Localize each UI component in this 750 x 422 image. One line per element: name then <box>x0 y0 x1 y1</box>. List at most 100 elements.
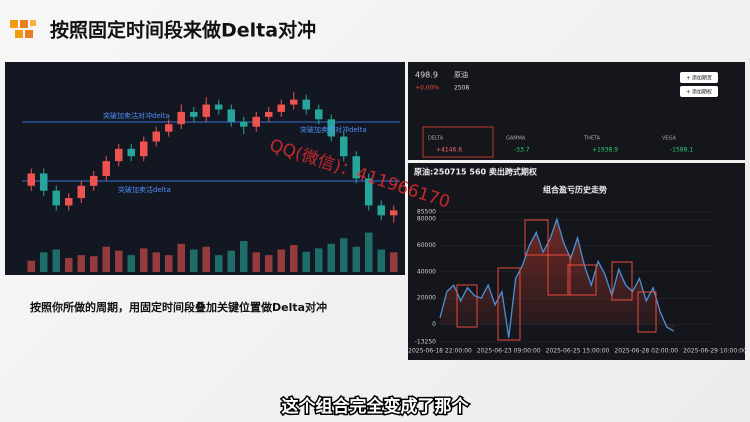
volume-bar <box>365 232 373 272</box>
candle-body <box>77 185 85 199</box>
volume-bar <box>202 246 210 272</box>
candle-body <box>52 190 60 206</box>
greek-value: +4146.6 <box>436 147 462 154</box>
greek-name: GAMMA <box>506 136 526 142</box>
x-tick-label: 2025-06-25 15:00:00 <box>546 348 610 355</box>
x-tick-label: 2025-06-23 09:00:00 <box>477 348 541 355</box>
logo <box>10 20 36 38</box>
candle-body <box>315 109 323 120</box>
candle-body <box>302 99 310 110</box>
candle-body <box>277 104 285 112</box>
volume-bar <box>340 238 348 272</box>
candle-body <box>165 124 173 132</box>
button-label[interactable]: + 添加期货 <box>686 75 712 82</box>
greek-value: -1588.1 <box>670 147 693 154</box>
left-chart-panel <box>5 62 405 275</box>
volume-bar <box>165 255 173 272</box>
volume-bar <box>152 252 160 272</box>
y-tick-label: 85500 <box>417 209 436 216</box>
volume-bar <box>315 248 323 272</box>
candle-body <box>227 109 235 122</box>
volume-bar <box>140 248 148 272</box>
volume-bar <box>77 255 85 272</box>
subtitle: 这个组合完全变成了那个 <box>282 396 470 417</box>
candle-body <box>152 131 160 142</box>
greek-name: VEGA <box>662 136 676 142</box>
candle-body <box>177 111 185 125</box>
volume-bar <box>227 250 235 272</box>
candle-body <box>327 119 335 137</box>
candle-body <box>140 141 148 157</box>
volume-bar <box>327 243 335 272</box>
add-option-button[interactable] <box>680 86 718 97</box>
candle-body <box>90 175 98 186</box>
volume-bar <box>352 246 360 272</box>
x-tick-label: 2025-06-28 02:00:00 <box>614 348 678 355</box>
candle-body <box>352 156 360 179</box>
slide-title: 按照固定时间段来做Delta对冲 <box>50 19 316 42</box>
highlight-box <box>422 126 494 158</box>
annotation: 突破加卖沽delta <box>118 185 171 194</box>
candle-body <box>252 116 260 127</box>
volume-bar <box>90 256 98 272</box>
add-futures-button[interactable] <box>680 72 718 83</box>
volume-bar <box>252 252 260 272</box>
candle-body <box>115 148 123 162</box>
volume-bar <box>190 249 198 272</box>
greek-name: THETA <box>583 136 601 142</box>
caption: 按照你所做的周期，用固定时间段叠加关键位置做Delta对冲 <box>30 300 327 314</box>
instrument: 原油 <box>454 70 468 79</box>
y-tick-label: 20000 <box>417 295 436 302</box>
volume-bar <box>27 260 35 272</box>
greek-value: +1938.9 <box>592 147 618 154</box>
candle-body <box>202 104 210 117</box>
y-tick-label: 0 <box>432 321 436 328</box>
y-tick-label: -13250 <box>415 339 436 346</box>
volume-bar <box>65 257 73 272</box>
annotation: 突破加卖购对冲delta <box>300 125 367 134</box>
volume-bar <box>115 250 123 272</box>
button-label[interactable]: + 添加期权 <box>686 89 712 96</box>
volume-bar <box>240 241 248 272</box>
volume-bar <box>377 249 385 272</box>
candle-body <box>365 178 373 206</box>
y-tick-label: 60000 <box>417 242 436 249</box>
volume-bar <box>302 251 310 272</box>
candle-body <box>102 161 110 176</box>
y-tick-label: 80000 <box>417 216 436 223</box>
candle-body <box>27 173 35 186</box>
volume-bar <box>277 249 285 272</box>
x-tick-label: 2025-06-29 10:00:00 <box>683 348 747 355</box>
candle-body <box>127 148 135 157</box>
x-tick-label: 2025-06-18 22:00:00 <box>408 348 472 355</box>
series-line <box>439 217 675 338</box>
chart-title: 组合盈亏历史走势 <box>543 185 607 195</box>
volume-bar <box>177 243 185 272</box>
candle-body <box>290 99 298 105</box>
greek-name: DELTA <box>428 136 444 142</box>
candle-body <box>340 136 348 157</box>
price: 498.9 <box>415 71 438 80</box>
candle-body <box>215 104 223 110</box>
change: +0.00% <box>415 85 439 92</box>
volume-bar <box>52 249 60 272</box>
candle-body <box>40 173 48 191</box>
volume-bar <box>290 245 298 272</box>
candle-body <box>240 121 248 127</box>
volume-bar <box>40 252 48 272</box>
candle-body <box>377 205 385 216</box>
volume-bar <box>265 255 273 272</box>
contract: 2508 <box>454 85 469 92</box>
volume-bar <box>102 246 110 272</box>
candle-body <box>265 111 273 117</box>
y-tick-label: 40000 <box>417 268 436 275</box>
volume-bar <box>215 255 223 272</box>
greek-value: -33.7 <box>514 147 530 154</box>
candle-body <box>390 210 398 216</box>
volume-bar <box>390 252 398 272</box>
panel-header: 原油:250715 560 卖出跨式期权 <box>414 167 538 177</box>
highlight-boxes <box>456 219 657 341</box>
candle-body <box>65 198 73 206</box>
